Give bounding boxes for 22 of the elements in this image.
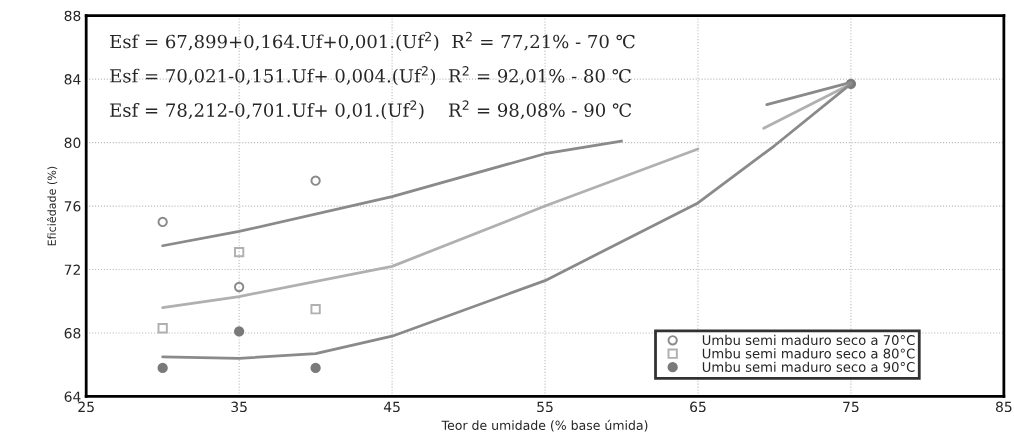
y-tick-label: 80: [64, 137, 81, 149]
annotation: Esf = 70,021-0,151.Uf+ 0,004.(Uf$^{2}$) R$^{2}$ = 92,01% - 80 ℃: [110, 66, 631, 86]
x-tick-label: 75: [843, 401, 859, 413]
y-tick-label: 64: [64, 391, 81, 402]
y-tick-label: 72: [64, 264, 80, 275]
x-tick-label: 45: [383, 401, 400, 413]
y-tick-label: 88: [64, 10, 81, 22]
y-tick-label: 68: [64, 327, 81, 339]
legend-label: Umbu semi maduro seco a 80°C: [702, 348, 915, 359]
y-tick-label: 84: [64, 74, 81, 85]
x-tick-label: 65: [690, 401, 706, 413]
legend-label: Umbu semi maduro seco a 90°C: [702, 361, 915, 372]
annotation: Esf = 67,899+0,164.Uf+0,001.(Uf$^{2}$) R$^{2}$ = 77,21% - 70 ℃: [110, 31, 635, 51]
x-tick-label: 55: [537, 401, 553, 413]
annotation: Esf = 78,212-0,701.Uf+ 0,01.(Uf$^{2}$) R$^{2}$ = 98,08% - 90 ℃: [110, 100, 632, 120]
y-axis-title: Eficiêdade (%): [46, 166, 58, 246]
x-tick-label: 35: [231, 401, 247, 413]
x-tick-label: 25: [78, 401, 94, 413]
x-tick-label: 85: [995, 401, 1012, 413]
legend-label: Umbu semi maduro seco a 70°C: [702, 334, 915, 346]
x-axis-title: Teor de umidade (% base úmida): [441, 419, 648, 432]
y-tick-label: 76: [64, 201, 81, 212]
